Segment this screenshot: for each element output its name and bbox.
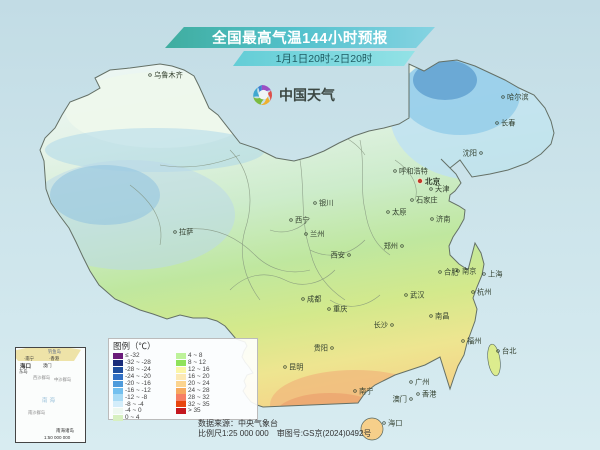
svg-text:郑州: 郑州 — [384, 242, 398, 251]
svg-text:乌鲁木齐: 乌鲁木齐 — [154, 71, 183, 80]
svg-text:合肥: 合肥 — [444, 268, 458, 277]
svg-text:台北: 台北 — [502, 347, 516, 356]
svg-text:兰州: 兰州 — [310, 230, 324, 239]
svg-text:上海: 上海 — [488, 270, 502, 279]
svg-text:西宁: 西宁 — [295, 216, 309, 225]
svg-text:杭州: 杭州 — [477, 288, 491, 297]
svg-text:中国天气: 中国天气 — [279, 87, 335, 103]
svg-text:长沙: 长沙 — [374, 321, 388, 330]
svg-text:哈尔滨: 哈尔滨 — [507, 93, 529, 102]
svg-text:拉萨: 拉萨 — [179, 228, 193, 237]
svg-text:北京: 北京 — [425, 176, 441, 186]
svg-text:福州: 福州 — [467, 337, 481, 346]
svg-text:长春: 长春 — [501, 119, 515, 128]
svg-text:太原: 太原 — [392, 208, 406, 217]
svg-text:银川: 银川 — [319, 199, 333, 208]
svg-text:海口: 海口 — [388, 419, 402, 428]
svg-text:昆明: 昆明 — [289, 363, 303, 372]
svg-text:天津: 天津 — [435, 185, 449, 194]
svg-text:济南: 济南 — [436, 215, 450, 224]
svg-text:武汉: 武汉 — [410, 291, 424, 300]
svg-text:香港: 香港 — [422, 390, 437, 399]
svg-text:澳门: 澳门 — [393, 395, 407, 404]
svg-text:石家庄: 石家庄 — [416, 196, 438, 205]
svg-text:南京: 南京 — [462, 267, 476, 276]
svg-text:广州: 广州 — [415, 378, 429, 387]
svg-text:南昌: 南昌 — [435, 312, 449, 321]
svg-text:贵阳: 贵阳 — [314, 344, 328, 353]
svg-text:南宁: 南宁 — [359, 387, 373, 396]
svg-text:西安: 西安 — [331, 251, 345, 260]
svg-text:沈阳: 沈阳 — [463, 149, 477, 158]
svg-text:成都: 成都 — [307, 295, 321, 304]
svg-text:呼和浩特: 呼和浩特 — [399, 167, 428, 176]
svg-text:重庆: 重庆 — [333, 305, 347, 314]
